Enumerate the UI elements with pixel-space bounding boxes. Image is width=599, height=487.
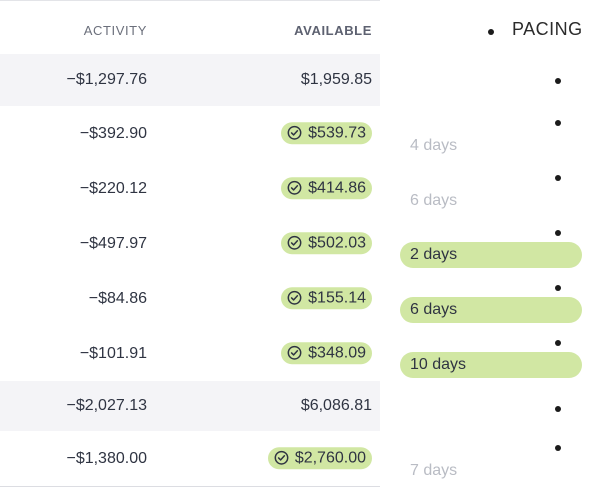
activity-value: −$2,027.13 <box>66 397 147 414</box>
pacing-days-label: 2 days <box>410 246 458 263</box>
available-pill[interactable]: $2,760.00 <box>267 446 372 471</box>
available-value: $539.73 <box>308 123 366 141</box>
activity-value: −$1,297.76 <box>66 71 147 88</box>
activity-value: −$392.90 <box>79 124 147 142</box>
column-header-pacing[interactable]: PACING <box>512 19 583 39</box>
category-row[interactable]: −$1,380.00 $2,760.00 <box>0 431 380 487</box>
available-pill[interactable]: $414.86 <box>281 176 372 201</box>
column-header-available[interactable]: AVAILABLE <box>294 23 372 38</box>
check-circle-icon <box>287 235 302 250</box>
available-pill[interactable]: $348.09 <box>281 341 372 366</box>
check-circle-icon <box>287 180 302 195</box>
pacing-bar[interactable]: 10 days <box>400 352 582 378</box>
pacing-bullet <box>555 445 561 451</box>
activity-value: −$84.86 <box>88 289 147 307</box>
pacing-days-label: 7 days <box>410 462 458 479</box>
pacing-bullet <box>555 120 561 126</box>
pacing-column-header <box>380 0 599 53</box>
category-row[interactable]: −$84.86 $155.14 <box>0 271 380 327</box>
check-circle-icon <box>287 290 302 305</box>
pacing-header-bullet <box>488 29 494 35</box>
pacing-bullet <box>555 285 561 291</box>
pacing-days-label: 6 days <box>410 301 458 318</box>
category-group-row[interactable]: −$2,027.13 $6,086.81 <box>0 381 380 432</box>
budget-table: ACTIVITY AVAILABLE −$1,297.76 $1,959.85 −$… <box>0 0 380 487</box>
pacing-bar[interactable]: 6 days <box>400 297 582 323</box>
category-row[interactable]: −$220.12 $414.86 <box>0 161 380 217</box>
category-row[interactable]: −$392.90 $539.73 <box>0 106 380 162</box>
available-value: $1,959.85 <box>300 71 372 88</box>
activity-value: −$220.12 <box>79 179 147 197</box>
check-circle-icon <box>287 125 302 140</box>
available-value: $502.03 <box>308 233 366 251</box>
pacing-days-label: 6 days <box>410 192 458 209</box>
check-circle-icon <box>274 450 289 465</box>
category-group-row[interactable]: −$1,297.76 $1,959.85 <box>0 54 380 107</box>
pacing-bar[interactable]: 2 days <box>400 242 582 268</box>
activity-value: −$497.97 <box>79 234 147 252</box>
available-badge[interactable]: $539.73 <box>281 121 372 144</box>
available-value: $2,760.00 <box>294 448 366 466</box>
activity-value: −$1,380.00 <box>66 449 147 467</box>
pacing-days-label: 10 days <box>410 356 467 373</box>
column-header-activity[interactable]: ACTIVITY <box>83 23 147 38</box>
available-pill[interactable]: $502.03 <box>281 231 372 256</box>
available-badge[interactable]: $502.03 <box>281 231 372 254</box>
available-badge[interactable]: $348.09 <box>281 341 372 364</box>
available-value: $6,086.81 <box>300 397 372 414</box>
category-row[interactable]: −$101.91 $348.09 <box>0 326 380 382</box>
pacing-bullet <box>555 340 561 346</box>
available-value: $348.09 <box>308 343 366 361</box>
available-value: $414.86 <box>308 178 366 196</box>
available-pill[interactable]: $539.73 <box>281 121 372 146</box>
activity-value: −$101.91 <box>79 344 147 362</box>
category-row[interactable]: −$497.97 $502.03 <box>0 216 380 272</box>
available-value: $155.14 <box>308 288 366 306</box>
pacing-days-label: 4 days <box>410 137 458 154</box>
pacing-bullet <box>555 406 561 412</box>
table-header: ACTIVITY AVAILABLE <box>0 1 380 55</box>
available-badge[interactable]: $155.14 <box>281 286 372 309</box>
pacing-bullet <box>555 230 561 236</box>
pacing-bullet <box>555 78 561 84</box>
pacing-bullet <box>555 175 561 181</box>
check-circle-icon <box>287 345 302 360</box>
available-badge[interactable]: $2,760.00 <box>267 446 372 469</box>
available-badge[interactable]: $414.86 <box>281 176 372 199</box>
available-pill[interactable]: $155.14 <box>281 286 372 311</box>
